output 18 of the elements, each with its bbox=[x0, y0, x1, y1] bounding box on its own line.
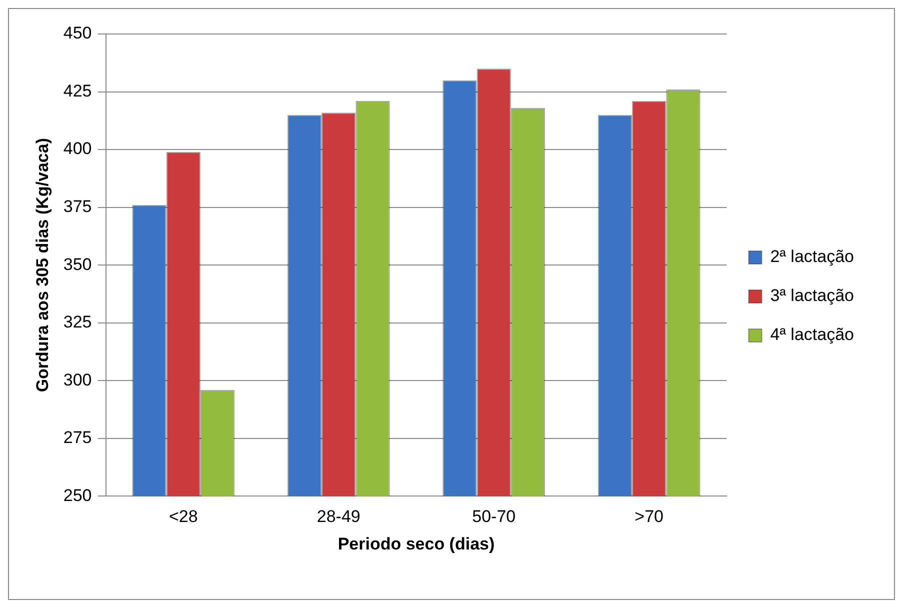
x-tick-label: 50-70 bbox=[472, 507, 516, 526]
legend-label: 4ª lactação bbox=[770, 325, 854, 344]
y-tick-label: 350 bbox=[63, 254, 92, 274]
x-tick-label: <28 bbox=[168, 507, 198, 526]
y-axis-title: Gordura aos 305 dias (Kg/vaca) bbox=[32, 138, 52, 392]
x-tick-label: >70 bbox=[634, 507, 664, 526]
y-tick-label: 375 bbox=[63, 197, 92, 216]
y-tick-label: 250 bbox=[63, 486, 92, 505]
y-tick-label: 400 bbox=[63, 139, 92, 158]
y-tick-label: 325 bbox=[63, 312, 92, 332]
x-axis-title: Periodo seco (dias) bbox=[338, 534, 495, 554]
legend-label: 3ª lactação bbox=[770, 286, 854, 306]
legend-label: 2ª lactação bbox=[770, 247, 854, 266]
y-tick-label: 425 bbox=[63, 81, 92, 100]
y-tick-label: 450 bbox=[63, 24, 92, 43]
x-tick-label: 28-49 bbox=[316, 507, 360, 526]
y-tick-label: 275 bbox=[63, 428, 92, 448]
y-tick-label: 300 bbox=[63, 370, 92, 390]
